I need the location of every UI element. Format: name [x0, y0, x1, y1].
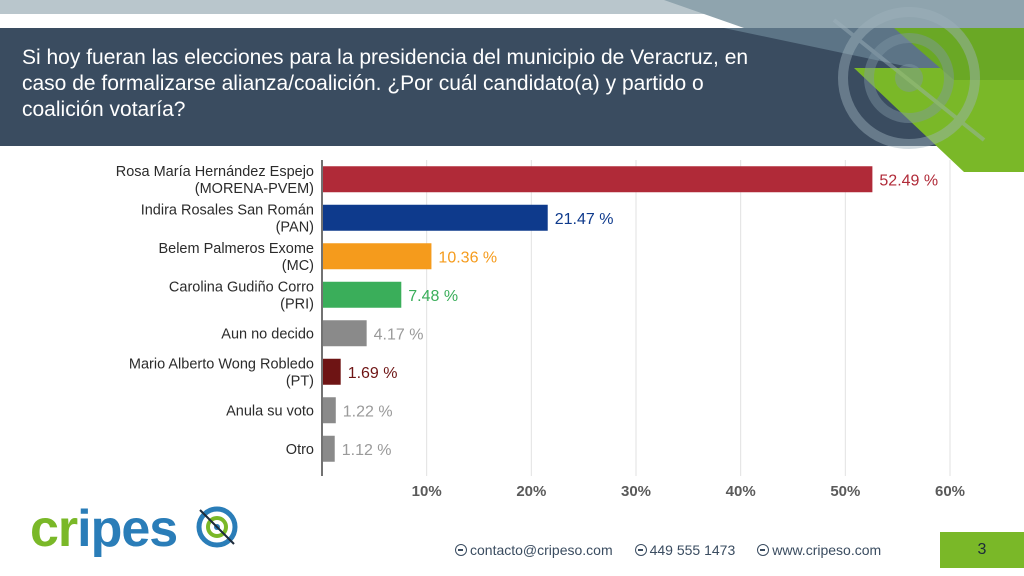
bar-value-label: 7.48 % [408, 288, 458, 305]
page-number: 3 [940, 532, 1024, 568]
cripeso-logo: cripes [30, 500, 270, 562]
slide-title: Si hoy fueran las elecciones para la pre… [22, 46, 749, 121]
category-label: (MORENA-PVEM) [195, 181, 314, 197]
corner-decoration [664, 0, 1024, 172]
bar-value-label: 4.17 % [374, 326, 424, 343]
category-label: Mario Alberto Wong Robledo [129, 356, 314, 372]
x-tick-label: 40% [726, 483, 756, 500]
bar [323, 243, 432, 270]
category-label: Belem Palmeros Exome [158, 241, 314, 257]
bar [323, 204, 548, 231]
bar [323, 320, 367, 347]
bar-value-label: 10.36 % [438, 249, 497, 266]
category-label: Otro [286, 442, 314, 458]
footer-email[interactable]: contacto@cripeso.com [455, 542, 613, 558]
x-tick-label: 50% [830, 483, 860, 500]
bar-value-label: 1.12 % [342, 442, 392, 459]
target-watermark-icon [832, 7, 986, 149]
globe-icon [634, 544, 647, 556]
bar [323, 358, 341, 385]
x-tick-label: 10% [412, 483, 442, 500]
bar-value-label: 21.47 % [555, 211, 614, 228]
category-label: (MC) [282, 258, 314, 274]
target-logo-icon [196, 506, 238, 548]
corner-band [664, 0, 1024, 28]
bar [323, 435, 335, 462]
bar-value-label: 1.22 % [343, 403, 393, 420]
x-tick-label: 30% [621, 483, 651, 500]
category-label: Aun no decido [221, 326, 314, 342]
bar [323, 397, 336, 424]
bar-chart: 10% 20% 30% 40% 50% 60% 52.49 % Rosa María Hern… [116, 160, 965, 500]
footer-website[interactable]: www.cripeso.com [757, 542, 881, 558]
x-tick-label: 60% [935, 483, 965, 500]
bar [323, 166, 873, 193]
bar-value-label: 1.69 % [348, 365, 398, 382]
category-label: Indira Rosales San Román [141, 202, 314, 218]
bar-value-label: 52.49 % [879, 172, 938, 189]
category-label: Rosa María Hernández Espejo [116, 164, 314, 180]
category-label: (PT) [286, 373, 314, 389]
footer-contact: contacto@cripeso.com 449 555 1473 www.cr… [455, 542, 881, 558]
bar [323, 281, 402, 308]
category-label: (PAN) [276, 219, 314, 235]
globe-icon [455, 544, 467, 556]
globe-icon [757, 544, 770, 556]
category-label: (PRI) [280, 296, 314, 312]
logo-wordmark: cripes [30, 500, 178, 558]
category-label: Carolina Gudiño Corro [169, 279, 314, 295]
corner-green-top [894, 28, 1024, 80]
corner-green [854, 68, 1024, 172]
footer-phone: 449 555 1473 [634, 542, 735, 558]
x-tick-label: 20% [516, 483, 546, 500]
category-label: Anula su voto [226, 403, 314, 419]
